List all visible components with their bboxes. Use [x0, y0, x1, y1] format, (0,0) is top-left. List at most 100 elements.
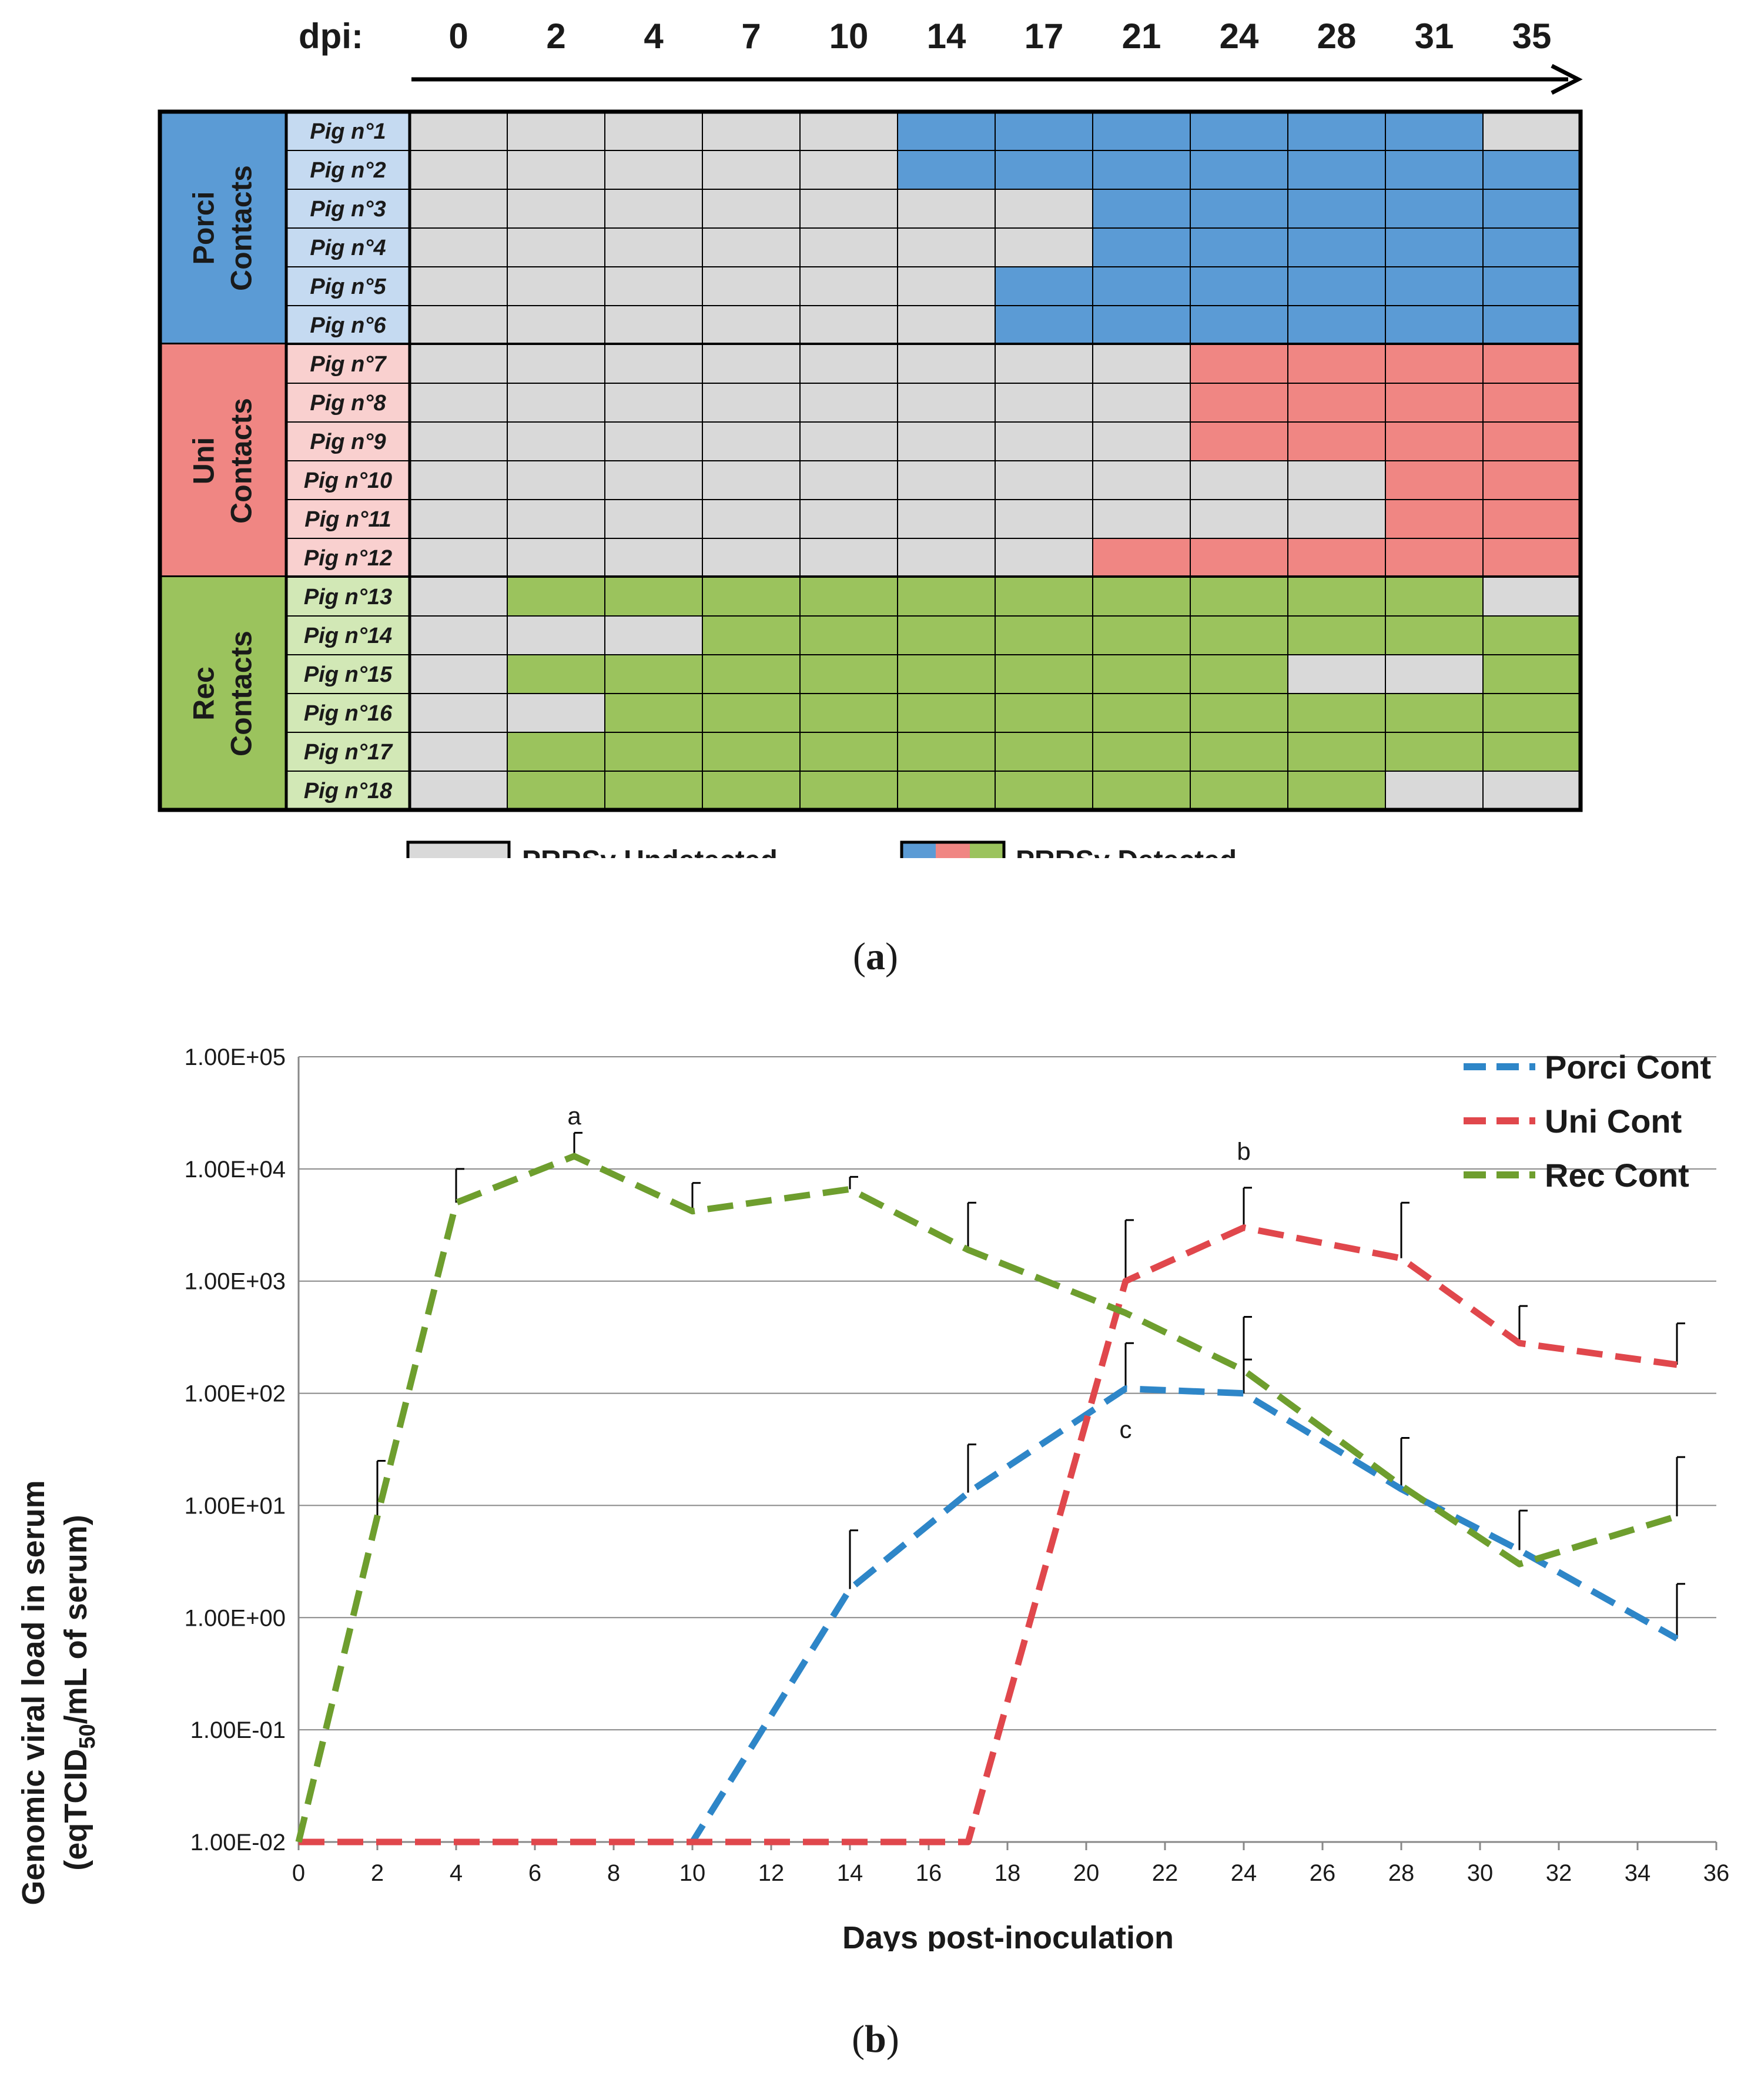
dpi-col-label-2: 2 [546, 16, 565, 56]
detection-cell [1482, 344, 1581, 384]
detection-cell [409, 538, 508, 578]
annotation-a: a [567, 1102, 581, 1130]
detection-cell [702, 771, 801, 810]
group-label-rec: Rec Contacts [188, 631, 258, 756]
detection-cell [604, 538, 703, 578]
detection-cell [1092, 189, 1191, 229]
detection-cell [604, 771, 703, 810]
panel-b-caption: (b) [852, 2018, 899, 2061]
legend-detected-swatch-rec [970, 842, 1004, 858]
pig-label-cell [286, 654, 410, 694]
annotation-c: c [1120, 1416, 1132, 1443]
x-axis-label: Days post-inoculation [842, 1920, 1174, 1951]
detection-cell [1092, 421, 1191, 461]
detection-cell [507, 344, 605, 384]
detection-cell [507, 693, 605, 733]
detection-cell [897, 771, 996, 810]
pig-label: Pig n°14 [304, 624, 392, 648]
detection-cell [409, 577, 508, 617]
pig-label-cell [286, 693, 410, 733]
detection-cell [1092, 344, 1191, 384]
detection-cell [702, 150, 801, 190]
viral-load-chart: 1.00E-02 1.00E-01 1.00E+00 1.00E+01 1.00E+02… [16, 1044, 1730, 1951]
detection-cell [702, 227, 801, 267]
series-line-rec-cont [295, 1153, 1678, 1843]
detection-cell [799, 305, 898, 345]
detection-cell [409, 305, 508, 345]
detection-cell [995, 460, 1093, 500]
legend-undetected-label: PRRSv Undetected [522, 845, 778, 858]
detection-cell [1385, 771, 1484, 810]
detection-cell [995, 499, 1093, 539]
legend-detected-label: PRRSv Detected [1016, 845, 1237, 858]
group-label-porci: Porci Contacts [188, 165, 258, 291]
dpi-col-label-24: 24 [1220, 16, 1259, 56]
detection-cell [897, 111, 996, 151]
detection-cell [604, 693, 703, 733]
pig-label-cell [286, 615, 410, 655]
detection-cell [1385, 344, 1484, 384]
detection-cell [1287, 577, 1386, 617]
detection-cell [1287, 732, 1386, 772]
x-tick-label: 36 [1703, 1860, 1730, 1886]
detection-cell [1287, 654, 1386, 694]
detection-cell [604, 460, 703, 500]
x-tick-label: 4 [450, 1860, 463, 1886]
detection-cell [897, 499, 996, 539]
detection-cell [409, 654, 508, 694]
detection-cell [799, 150, 898, 190]
detection-cell [1385, 460, 1484, 500]
detection-cell [799, 732, 898, 772]
detection-cell [409, 421, 508, 461]
pig-label-cell [286, 538, 410, 578]
detection-cell [1190, 577, 1288, 617]
y-axis-label-line1: Genomic viral load in serum [16, 1480, 51, 1905]
pig-label: Pig n°3 [310, 197, 386, 222]
x-tick-label: 30 [1467, 1860, 1494, 1886]
pig-label: Pig n°15 [304, 662, 393, 687]
dpi-column-labels: 0 2 4 7 10 14 17 21 24 28 31 35 [448, 16, 1551, 56]
pig-label-cell [286, 499, 410, 539]
dpi-col-label-7: 7 [741, 16, 761, 56]
detection-cell [995, 227, 1093, 267]
detection-cell [995, 150, 1093, 190]
dpi-col-label-4: 4 [644, 16, 664, 56]
detection-cell [1385, 577, 1484, 617]
detection-cell [409, 111, 508, 151]
x-tick-label: 20 [1073, 1860, 1100, 1886]
detection-cell [1385, 421, 1484, 461]
y-tick-label: 1.00E-02 [190, 1830, 286, 1855]
detection-cell [799, 111, 898, 151]
series-line-uni-cont [299, 1224, 1678, 1846]
detection-cell [702, 266, 801, 306]
detection-cell [1482, 771, 1581, 810]
pig-label: Pig n°6 [310, 313, 386, 338]
detection-cell [409, 344, 508, 384]
detection-cell [409, 693, 508, 733]
detection-cell [1092, 615, 1191, 655]
detection-cell [1092, 305, 1191, 345]
detection-cell [897, 538, 996, 578]
chart-gridlines [299, 1056, 1716, 1731]
detection-cell [799, 615, 898, 655]
detection-cell [1092, 538, 1191, 578]
detection-cell [1287, 305, 1386, 345]
group-block-rec [160, 577, 286, 810]
pig-label: Pig n°10 [304, 468, 392, 493]
detection-cell [897, 577, 996, 617]
detection-cell [1092, 266, 1191, 306]
dpi-col-label-35: 35 [1512, 16, 1552, 56]
detection-cell [799, 538, 898, 578]
legend-label-uni-cont: Uni Cont [1545, 1103, 1682, 1140]
detection-cell [1385, 227, 1484, 267]
detection-cell [604, 227, 703, 267]
detection-cell [897, 344, 996, 384]
detection-cell [1190, 460, 1288, 500]
detection-cell [1482, 499, 1581, 539]
detection-cell [799, 227, 898, 267]
x-tick-label: 28 [1388, 1860, 1415, 1886]
detection-cell [799, 344, 898, 384]
series-lines [295, 1153, 1679, 1846]
detection-cell [702, 732, 801, 772]
detection-cell [604, 421, 703, 461]
